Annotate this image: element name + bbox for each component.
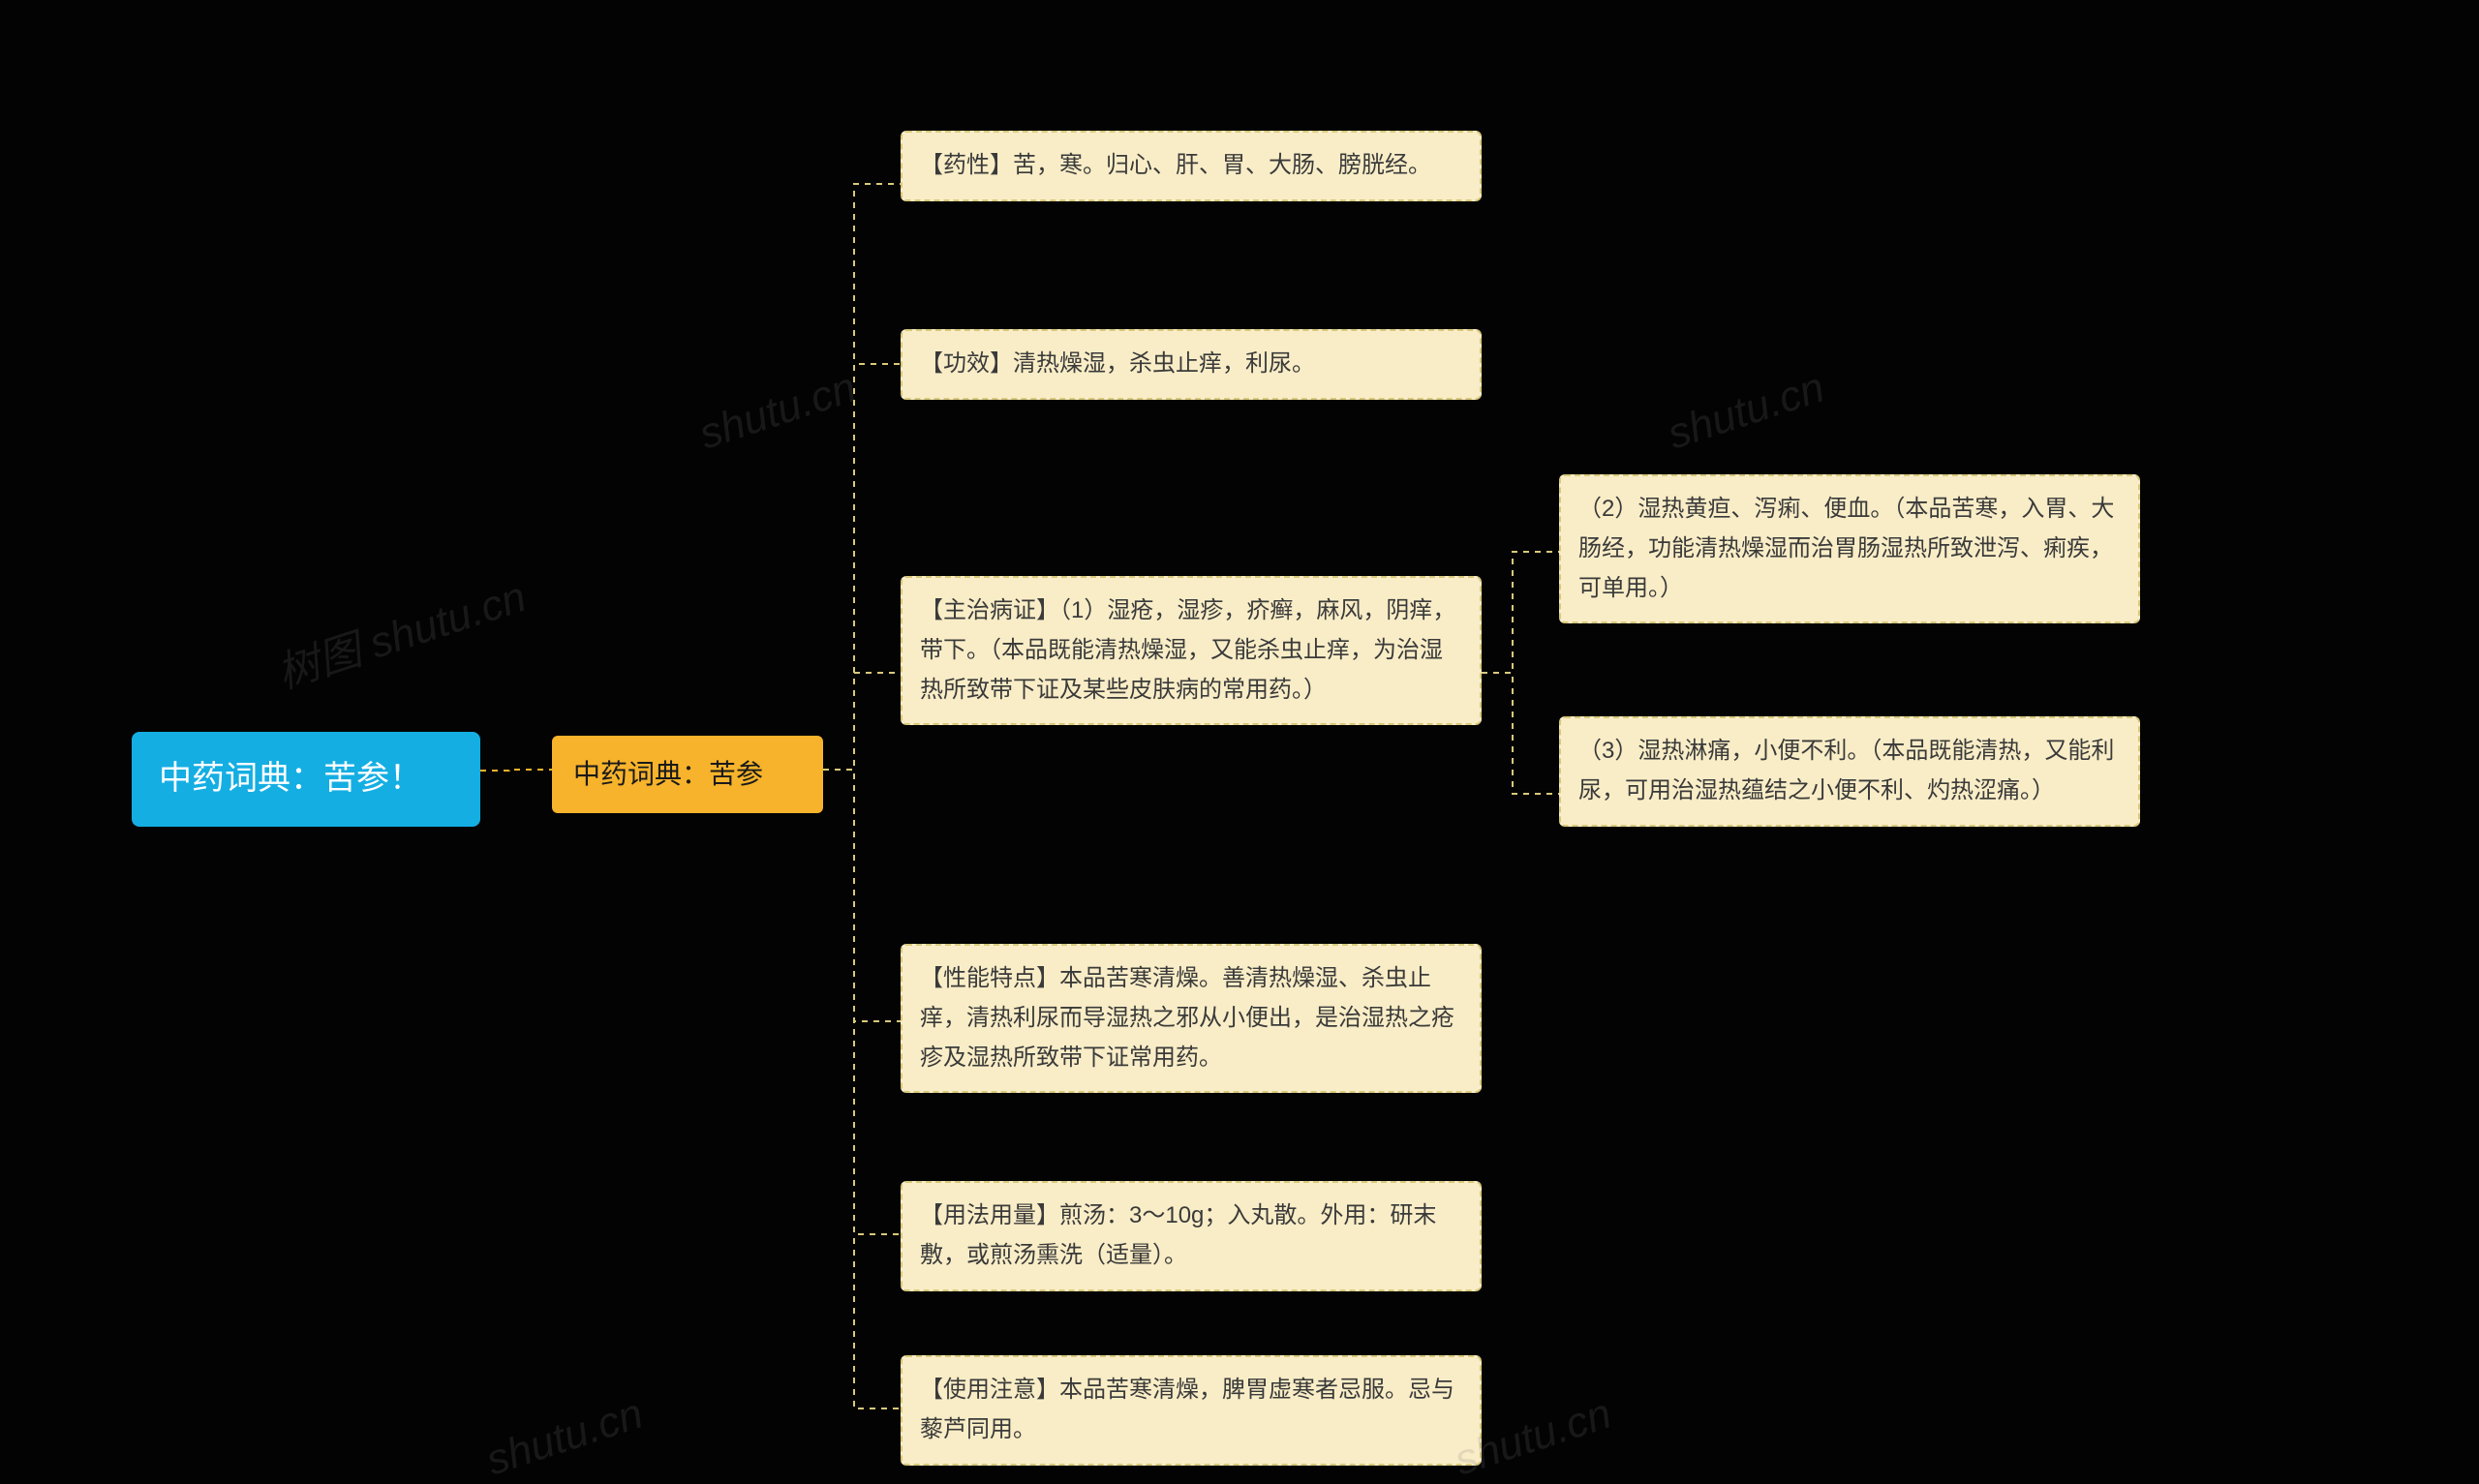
root-node[interactable]: 中药词典：苦参！	[132, 732, 480, 827]
level2-node-3[interactable]: 【性能特点】本品苦寒清燥。善清热燥湿、杀虫止痒，清热利尿而导湿热之邪从小便出，是…	[901, 944, 1482, 1093]
level2-node-0[interactable]: 【药性】苦，寒。归心、肝、胃、大肠、膀胱经。	[901, 131, 1482, 201]
watermark-3: shutu.cn	[480, 1390, 649, 1484]
hub-node[interactable]: 中药词典：苦参	[552, 736, 823, 813]
level2-node-4[interactable]: 【用法用量】煎汤：3～10g；入丸散。外用：研末敷，或煎汤熏洗（适量）。	[901, 1181, 1482, 1291]
watermark-2: shutu.cn	[1662, 364, 1830, 460]
level3-node-1[interactable]: （3）湿热淋痛，小便不利。（本品既能清热，又能利尿，可用治湿热蕴结之小便不利、灼…	[1559, 716, 2140, 827]
watermark-1: shutu.cn	[693, 364, 862, 460]
level2-node-5[interactable]: 【使用注意】本品苦寒清燥，脾胃虚寒者忌服。忌与藜芦同用。	[901, 1355, 1482, 1466]
level2-node-2[interactable]: 【主治病证】（1）湿疮，湿疹，疥癣，麻风，阴痒，带下。（本品既能清热燥湿，又能杀…	[901, 576, 1482, 725]
level3-node-0[interactable]: （2）湿热黄疸、泻痢、便血。（本品苦寒，入胃、大肠经，功能清热燥湿而治胃肠湿热所…	[1559, 474, 2140, 623]
level2-node-1[interactable]: 【功效】清热燥湿，杀虫止痒，利尿。	[901, 329, 1482, 400]
watermark-0: 树图 shutu.cn	[268, 561, 533, 700]
